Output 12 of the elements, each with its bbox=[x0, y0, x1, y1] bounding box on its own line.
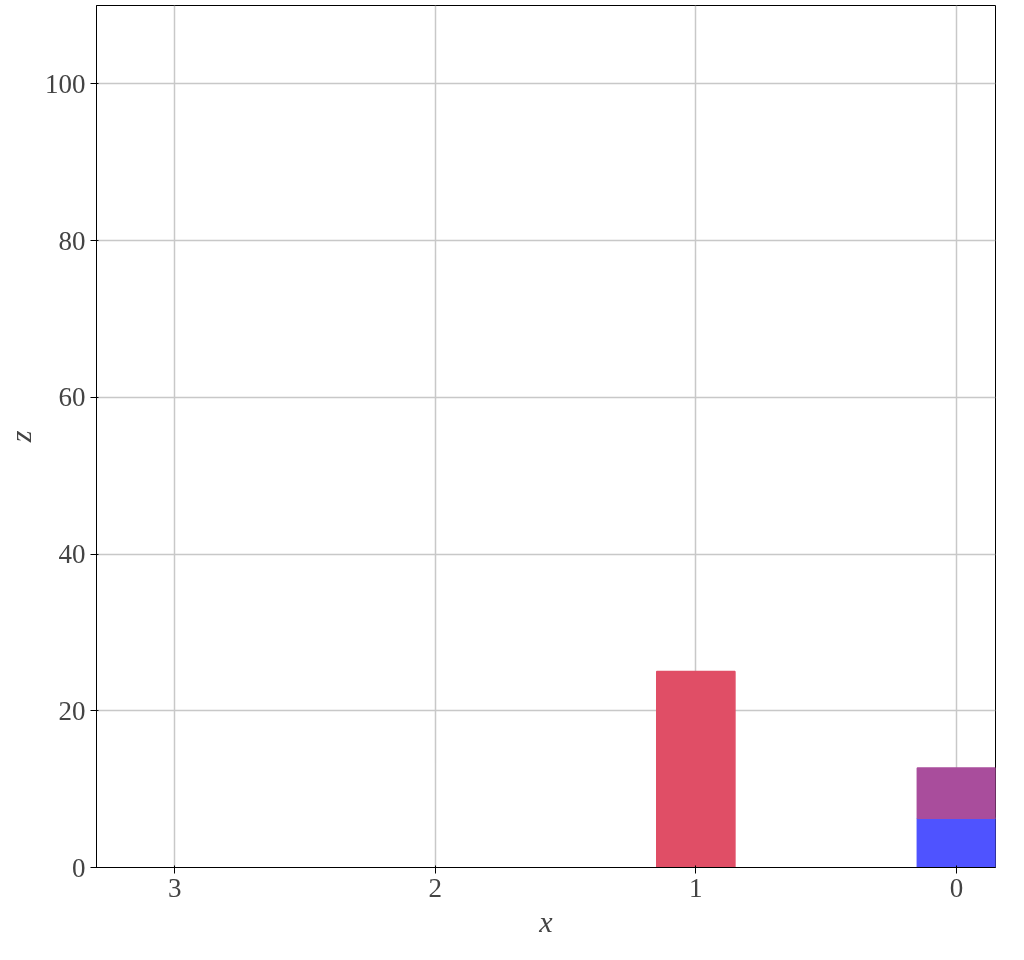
y-tick-label: 40 bbox=[58, 539, 86, 570]
x-tick-label: 3 bbox=[167, 872, 182, 903]
y-tick-label: 60 bbox=[58, 382, 86, 413]
y-tick-label: 0 bbox=[72, 852, 86, 883]
y-tick-label: 80 bbox=[58, 225, 86, 256]
y-axis-title: z bbox=[4, 430, 37, 444]
x-tick-label: 2 bbox=[428, 872, 442, 903]
y-tick-label: 20 bbox=[58, 695, 86, 726]
y-tick-label: 100 bbox=[45, 68, 86, 99]
x-tick-label: 0 bbox=[949, 872, 964, 903]
x-axis-title: x bbox=[538, 904, 554, 938]
x-tick-label: 1 bbox=[689, 872, 703, 903]
